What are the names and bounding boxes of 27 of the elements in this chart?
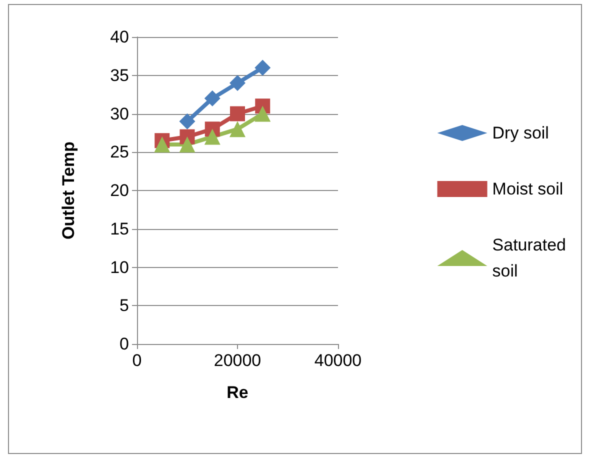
point [179,136,196,152]
point [230,121,246,138]
y-tick-label: 20 [110,181,129,200]
y-tick-label: 30 [110,104,129,124]
legend-label: Moist soil [492,180,564,198]
point [204,90,220,106]
point [230,75,246,92]
point [204,128,220,145]
legend-label: Saturated soil [492,236,566,280]
x-tick-label: 20000 [214,351,262,370]
y-tick-label: 0 [120,334,129,354]
point [254,106,271,122]
point [179,113,196,130]
x-tick-label: 40000 [314,351,362,370]
point [230,106,245,122]
y-tick-label: 35 [110,66,129,85]
x-axis-title: Re [226,383,248,402]
point [154,136,170,152]
point [254,60,271,76]
y-tick-label: 15 [110,219,129,238]
y-tick-label: 5 [120,296,129,316]
y-tick-label: 10 [110,258,129,277]
y-tick-label: 25 [110,142,129,162]
x-tick-label: 0 [132,351,142,370]
y-tick-label: 40 [110,28,129,46]
legend-label: Dry soil [492,124,549,142]
y-axis-title: Outlet Temp [59,142,78,240]
